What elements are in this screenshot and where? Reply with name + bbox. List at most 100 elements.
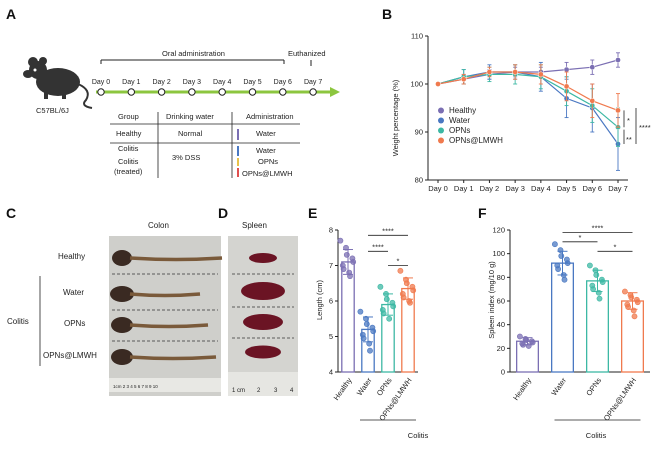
colon-caecum [111, 349, 133, 365]
chart-e-ytick-label: 7 [329, 261, 333, 270]
colon-caecum [110, 286, 134, 302]
chart-f-data-point [592, 267, 599, 274]
panel-letter-f: F [478, 205, 487, 221]
colon-samples [110, 250, 223, 365]
chart-e-data-point [407, 299, 413, 306]
chart-b-point [512, 69, 518, 75]
chart-e-sig-label: **** [382, 226, 394, 235]
chart-f-data-point [593, 272, 600, 278]
colon-caecum [111, 317, 133, 333]
chart-e-data-point [343, 244, 349, 251]
chart-e-data-point [357, 308, 364, 315]
chart-e-colitis-label: Colitis [408, 431, 429, 440]
panel-letter-a: A [6, 6, 16, 22]
chart-e-xtick-label: Healthy [332, 376, 354, 402]
chart-e-data-point [340, 266, 347, 272]
timeline-day-label: Day 1 [122, 79, 140, 86]
chart-b-legend-label: Water [449, 116, 470, 125]
colon-tissue [129, 256, 223, 262]
chart-f-ytick-label: 20 [497, 344, 505, 353]
chart-e-data-point [366, 340, 373, 347]
panel-letter-d: D [218, 205, 228, 221]
chart-b-sig-label: ** [626, 135, 632, 144]
timeline-days: Day 0 Day 1 Day 2 Day 3 Day 4 Day 5 Day 6 Day 7 [92, 79, 322, 96]
chart-e-data-point [383, 290, 389, 297]
timeline-day-label: Day 3 [183, 79, 201, 86]
chart-f-data-point [564, 260, 571, 267]
chart-e-data-point [390, 303, 397, 310]
chart-e-ytick-label: 4 [329, 368, 333, 377]
chart-b-ytick-label: 100 [410, 80, 423, 89]
chart-b-ytick-label: 90 [415, 128, 423, 137]
timeline-day-marker [279, 88, 287, 96]
chart-f-data-point [558, 253, 565, 259]
panel-b-weight-chart: Weight percentage (%) 80 90 100 110 Day 0 Day… [391, 32, 651, 194]
chart-e-data-point [370, 328, 377, 335]
chart-b-xtick-label: Day 2 [480, 184, 500, 193]
chart-f-data-point [587, 262, 593, 269]
chart-f-data-point [529, 339, 536, 346]
mouse-strain-label: C57BL/6J [36, 106, 69, 115]
spleen-tissue [243, 314, 283, 330]
chart-b-series-line [437, 71, 619, 111]
panel-f-spleen-index-chart: Spleen index (mg/10 g) Colitis 0 20 40 60 80… [487, 223, 650, 440]
spleen-title: Spleen [242, 221, 267, 230]
table-header-admin: Administration [246, 112, 294, 121]
panel-a: C57BL/6J Oral administration Euthanized … [23, 49, 340, 178]
table-admin-opns-lmwh: OPNs@LMWH [242, 169, 293, 178]
chart-e-data-point [350, 259, 357, 265]
chart-b-xtick-label: Day 0 [428, 184, 448, 193]
chart-e-data-point [380, 310, 387, 317]
chart-b-xtick-label: Day 6 [582, 184, 602, 193]
spleen-tissue [241, 282, 285, 300]
chart-b-xtick-label: Day 1 [454, 184, 474, 193]
chart-b-point [589, 97, 596, 104]
colon-row-water: Water [63, 288, 84, 297]
chart-f-data-point [596, 295, 603, 302]
spleen-tissue [249, 253, 277, 263]
chart-b-point [538, 71, 544, 78]
chart-f-ytick-label: 80 [497, 273, 505, 282]
chart-b-xtick-label: Day 7 [608, 184, 628, 193]
colon-ruler-label: 1cm 2 3 4 5 6 7 8 9 10 [113, 384, 158, 389]
chart-f-data-point [634, 299, 641, 306]
colon-row-opns: OPNs [64, 319, 85, 328]
chart-f-data-point [560, 272, 567, 278]
chart-e-data-point [377, 283, 384, 290]
table-group-healthy: Healthy [116, 129, 142, 138]
chart-e-data-point [383, 296, 390, 303]
table-group-colitis-treated: Colitis [118, 157, 139, 166]
colon-tissue [129, 355, 217, 361]
chart-b-legend-marker [438, 127, 444, 134]
panel-e-length-chart: Length (cm) Colitis 4 5 6 7 8 Healthy Water OPN… [315, 226, 428, 441]
chart-b-xtick-label: Day 5 [557, 184, 577, 193]
chart-f-data-point [595, 289, 602, 296]
table-admin-water-2: Water [256, 146, 276, 155]
chart-f-data-point [631, 313, 638, 320]
chart-f-ylabel: Spleen index (mg/10 g) [487, 261, 496, 339]
colon-row-healthy: Healthy [58, 252, 85, 261]
chart-b-legend-marker [438, 107, 444, 114]
chart-f-ytick-label: 100 [492, 249, 505, 258]
euthanized-label: Euthanized [288, 49, 326, 58]
chart-f-data-point [555, 266, 561, 272]
spleen-ruler-4: 4 [290, 388, 294, 394]
timeline-day-marker [309, 88, 317, 96]
chart-b-xtick-label: Day 3 [505, 184, 525, 193]
chart-e-bar [341, 261, 355, 373]
chart-f-xtick-label: OPNs@LMWH [602, 376, 638, 423]
chart-f-data-point [520, 341, 526, 348]
timeline-day-label: Day 6 [274, 79, 292, 86]
chart-b-point [615, 57, 621, 63]
spleen-ruler-1: 1 cm [232, 388, 245, 394]
table-group-colitis: Colitis [118, 144, 139, 153]
chart-b-series-line [437, 73, 619, 128]
chart-e-data-point [360, 335, 367, 342]
chart-b-point [563, 83, 570, 90]
chart-b-point [615, 107, 621, 114]
timeline-day-label: Day 7 [304, 79, 322, 86]
chart-f-data-point [590, 286, 596, 293]
chart-f-data-point [517, 333, 523, 340]
chart-e-sig-label: * [397, 257, 400, 266]
